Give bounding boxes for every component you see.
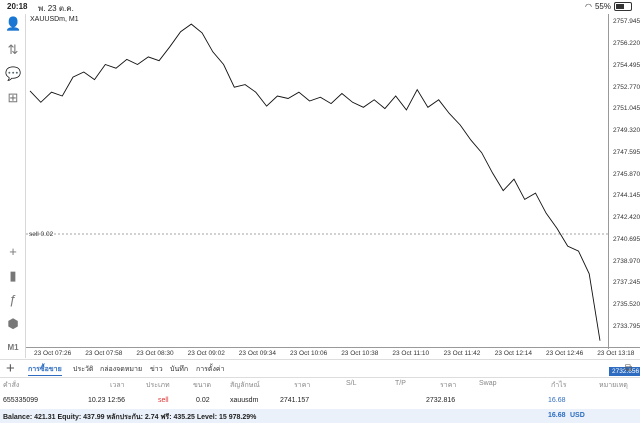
time-tick: 23 Oct 10:38: [341, 350, 379, 357]
tab-trade[interactable]: การซื้อขาย: [28, 364, 62, 376]
col-order: คำสั่ง: [3, 382, 20, 389]
price-tick: 2749.320: [613, 127, 640, 135]
tab-mailbox[interactable]: กล่องจดหมาย: [100, 366, 143, 373]
time-tick: 23 Oct 09:34: [238, 350, 277, 357]
time-tick: 23 Oct 07:58: [85, 350, 123, 357]
account-icon[interactable]: 👤: [5, 16, 22, 31]
price-tick: 2738.970: [613, 257, 640, 265]
price-tick: 2735.520: [613, 301, 640, 309]
tab-history[interactable]: ประวัติ: [73, 366, 94, 373]
cell-profit: 16.68: [548, 397, 566, 404]
price-tick: 2744.145: [613, 192, 640, 200]
price-chart[interactable]: [26, 14, 608, 347]
terminal-tabs: + การซื้อขาย ประวัติ กล่องจดหมาย ข่าว บั…: [0, 359, 640, 378]
price-tick: 2754.495: [613, 61, 640, 69]
time-tick: 23 Oct 07:26: [34, 350, 72, 357]
price-tick: 2757.945: [613, 18, 640, 26]
price-tick: 2742.420: [613, 214, 640, 222]
time-tick: 23 Oct 11:42: [443, 350, 481, 357]
price-tick: 2745.870: [613, 170, 640, 178]
balance-text: Balance: 421.31 Equity: 437.99 หลักประกั…: [3, 414, 257, 421]
battery-icon: [614, 2, 632, 11]
status-date: พ. 23 ต.ค.: [38, 4, 74, 13]
balance-currency: USD: [570, 412, 585, 419]
price-tick: 2747.595: [613, 148, 640, 156]
price-tick: 2756.220: [613, 40, 640, 48]
col-swap: Swap: [479, 380, 497, 387]
cell-price: 2732.816: [426, 397, 456, 404]
sell-line-label: sell 0.02: [29, 231, 54, 238]
balance-profit: 16.68: [548, 412, 566, 419]
price-line: [29, 23, 601, 341]
status-time: 20:18: [7, 2, 28, 11]
chat-icon[interactable]: 💬: [5, 66, 22, 81]
function-icon[interactable]: ƒ: [9, 292, 17, 307]
price-axis: 2732.656 2757.945 2756.220 2754.495 2752.77…: [608, 14, 640, 376]
time-tick: 23 Oct 09:02: [187, 350, 225, 357]
time-tick: 23 Oct 12:46: [546, 350, 584, 357]
objects-icon[interactable]: ⬢: [7, 316, 19, 331]
timeframe-button[interactable]: M1: [7, 343, 19, 352]
price-tick: 2733.795: [613, 322, 640, 330]
tool-sidebar: 👤 ⇅ 💬 ⊞ + ▮ ƒ ⬢ M1: [0, 14, 26, 358]
bottom-spacer: [0, 423, 640, 447]
time-tick: 23 Oct 13:18: [597, 350, 635, 357]
cell-time: 10.23 12:56: [88, 397, 125, 404]
col-open-price: ราคา: [294, 382, 311, 389]
cell-open-price: 2741.157: [280, 397, 310, 404]
price-tick: 2737.245: [613, 279, 640, 287]
cell-order: 655335099: [3, 397, 39, 404]
chart-symbol-label: XAUUSDm, M1: [30, 16, 79, 23]
table-header: คำสั่ง เวลา ประเภท ขนาด สัญลักษณ์ ราคา S…: [0, 377, 640, 391]
col-size: ขนาด: [193, 382, 212, 389]
col-type: ประเภท: [146, 382, 170, 389]
col-time: เวลา: [110, 382, 125, 389]
status-bar: 20:18 พ. 23 ต.ค. ◠ 55%: [0, 0, 640, 14]
trade-icon[interactable]: ⇅: [7, 42, 19, 57]
col-symbol: สัญลักษณ์: [230, 382, 260, 389]
current-price-tag: 2732.656: [609, 367, 640, 376]
time-axis: 23 Oct 07:26 23 Oct 07:58 23 Oct 08:30 23 O…: [26, 347, 640, 360]
add-icon[interactable]: +: [6, 360, 15, 377]
time-tick: 23 Oct 12:14: [494, 350, 533, 357]
tab-news[interactable]: ข่าว: [150, 366, 163, 373]
price-tick: 2752.770: [613, 83, 640, 91]
battery-percent: 55%: [594, 2, 611, 11]
tab-settings[interactable]: การตั้งค่า: [196, 366, 225, 373]
cell-size: 0.02: [196, 397, 210, 404]
price-tick: 2751.045: [613, 105, 640, 113]
cell-type: sell: [158, 397, 169, 404]
crosshair-icon[interactable]: +: [9, 244, 17, 259]
wifi-icon: ◠: [585, 2, 592, 11]
add-document-icon[interactable]: ⊞: [7, 90, 19, 105]
col-price: ราคา: [440, 382, 457, 389]
col-sl: S/L: [346, 380, 357, 387]
time-tick: 23 Oct 10:06: [290, 350, 328, 357]
time-tick: 23 Oct 08:30: [136, 350, 174, 357]
col-tp: T/P: [395, 380, 406, 387]
candlestick-icon[interactable]: ▮: [9, 268, 17, 283]
layout-icon[interactable]: ⧉: [624, 363, 632, 374]
table-row[interactable]: 655335099 10.23 12:56 sell 0.02 xauusdm …: [0, 394, 640, 408]
cell-symbol: xauusdm: [230, 397, 259, 404]
col-note: หมายเหตุ: [599, 382, 628, 389]
status-right: ◠ 55%: [585, 2, 632, 11]
col-profit: กำไร: [551, 382, 567, 389]
balance-bar: Balance: 421.31 Equity: 437.99 หลักประกั…: [0, 409, 640, 423]
tab-journal[interactable]: บันทึก: [170, 366, 189, 373]
time-tick: 23 Oct 11:10: [392, 350, 430, 357]
price-tick: 2740.695: [613, 235, 640, 243]
